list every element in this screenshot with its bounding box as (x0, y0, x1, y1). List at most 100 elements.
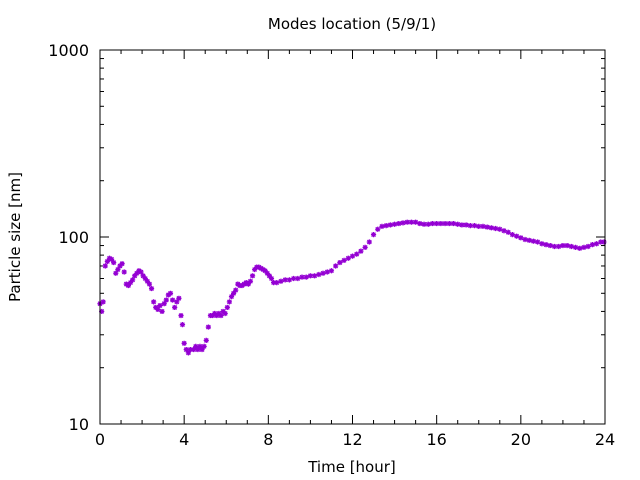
data-point (113, 270, 119, 276)
data-point (138, 269, 144, 275)
data-point (216, 310, 222, 317)
data-point (106, 255, 113, 261)
data-point (312, 273, 318, 279)
data-point (438, 220, 444, 227)
data-point (111, 259, 117, 266)
data-point (144, 278, 150, 284)
data-point (333, 263, 339, 269)
data-point (148, 285, 155, 292)
data-point (492, 225, 499, 232)
data-point (130, 277, 136, 283)
data-point (598, 239, 604, 245)
y-tick-label: 10 (69, 415, 89, 434)
data-point (163, 297, 169, 303)
data-point (450, 220, 457, 227)
data-point (151, 299, 157, 305)
data-point (125, 282, 132, 289)
data-point (270, 280, 277, 286)
data-point (262, 268, 268, 274)
data-point (102, 263, 108, 269)
data-point (214, 312, 220, 319)
data-point (593, 241, 600, 247)
data-point (522, 236, 528, 243)
data-point (201, 343, 207, 349)
data-point (480, 223, 486, 229)
data-point (564, 242, 570, 249)
data-point (442, 220, 448, 227)
data-point (379, 223, 385, 229)
data-point (497, 226, 503, 232)
data-point (299, 274, 305, 280)
data-point (585, 243, 591, 250)
data-point (572, 244, 579, 250)
data-point (324, 269, 330, 275)
data-point (140, 273, 146, 279)
data-point (252, 266, 258, 273)
data-point (556, 243, 562, 250)
data-point (362, 244, 368, 250)
data-point (320, 270, 326, 276)
data-point (387, 222, 393, 228)
data-point (134, 270, 140, 276)
data-point (132, 273, 138, 279)
data-point (429, 220, 436, 227)
data-point (169, 297, 176, 303)
data-point (183, 346, 189, 353)
data-point (191, 346, 197, 353)
data-point (203, 337, 209, 343)
data-point (530, 238, 537, 244)
x-tick-label: 4 (179, 430, 189, 449)
chart-title: Modes location (5/9/1) (268, 15, 436, 33)
data-point (153, 304, 159, 311)
data-point (459, 222, 465, 228)
data-point (185, 350, 191, 356)
data-point (484, 224, 490, 230)
data-point (115, 266, 121, 273)
data-point (400, 220, 406, 226)
data-point (446, 220, 452, 227)
data-point (231, 290, 237, 296)
data-point (425, 221, 431, 227)
data-point (501, 228, 507, 234)
data-point (518, 235, 524, 241)
data-point (551, 243, 558, 250)
data-point (349, 253, 356, 259)
data-point (366, 239, 372, 245)
data-point (187, 346, 194, 353)
x-tick-label: 20 (511, 430, 531, 449)
data-point (146, 281, 153, 287)
data-point (303, 274, 309, 280)
data-point (421, 221, 427, 227)
data-point (434, 220, 440, 227)
data-point (463, 222, 469, 228)
data-point (247, 278, 254, 284)
data-point (245, 281, 251, 287)
data-point (396, 220, 402, 227)
data-point (176, 295, 182, 301)
data-point (290, 275, 297, 282)
data-point (212, 310, 218, 317)
data-point (375, 226, 381, 232)
data-point (601, 239, 607, 245)
data-point (99, 308, 105, 315)
data-point (413, 219, 419, 225)
data-point (278, 278, 284, 284)
data-point (199, 346, 205, 353)
data-point (172, 304, 178, 311)
data-point (404, 219, 410, 225)
x-tick-label: 16 (426, 430, 446, 449)
data-point (328, 268, 335, 274)
data-point (178, 312, 184, 319)
data-point (222, 310, 228, 317)
data-point (345, 255, 351, 261)
y-tick-label: 100 (58, 228, 89, 247)
data-point (228, 294, 235, 300)
data-point (264, 270, 270, 276)
x-tick-label: 24 (595, 430, 615, 449)
data-point (370, 231, 377, 238)
data-point (341, 257, 347, 263)
data-point (535, 239, 541, 245)
data-point (121, 269, 127, 275)
data-point (224, 304, 230, 311)
y-axis-title: Particle size [nm] (6, 172, 24, 302)
